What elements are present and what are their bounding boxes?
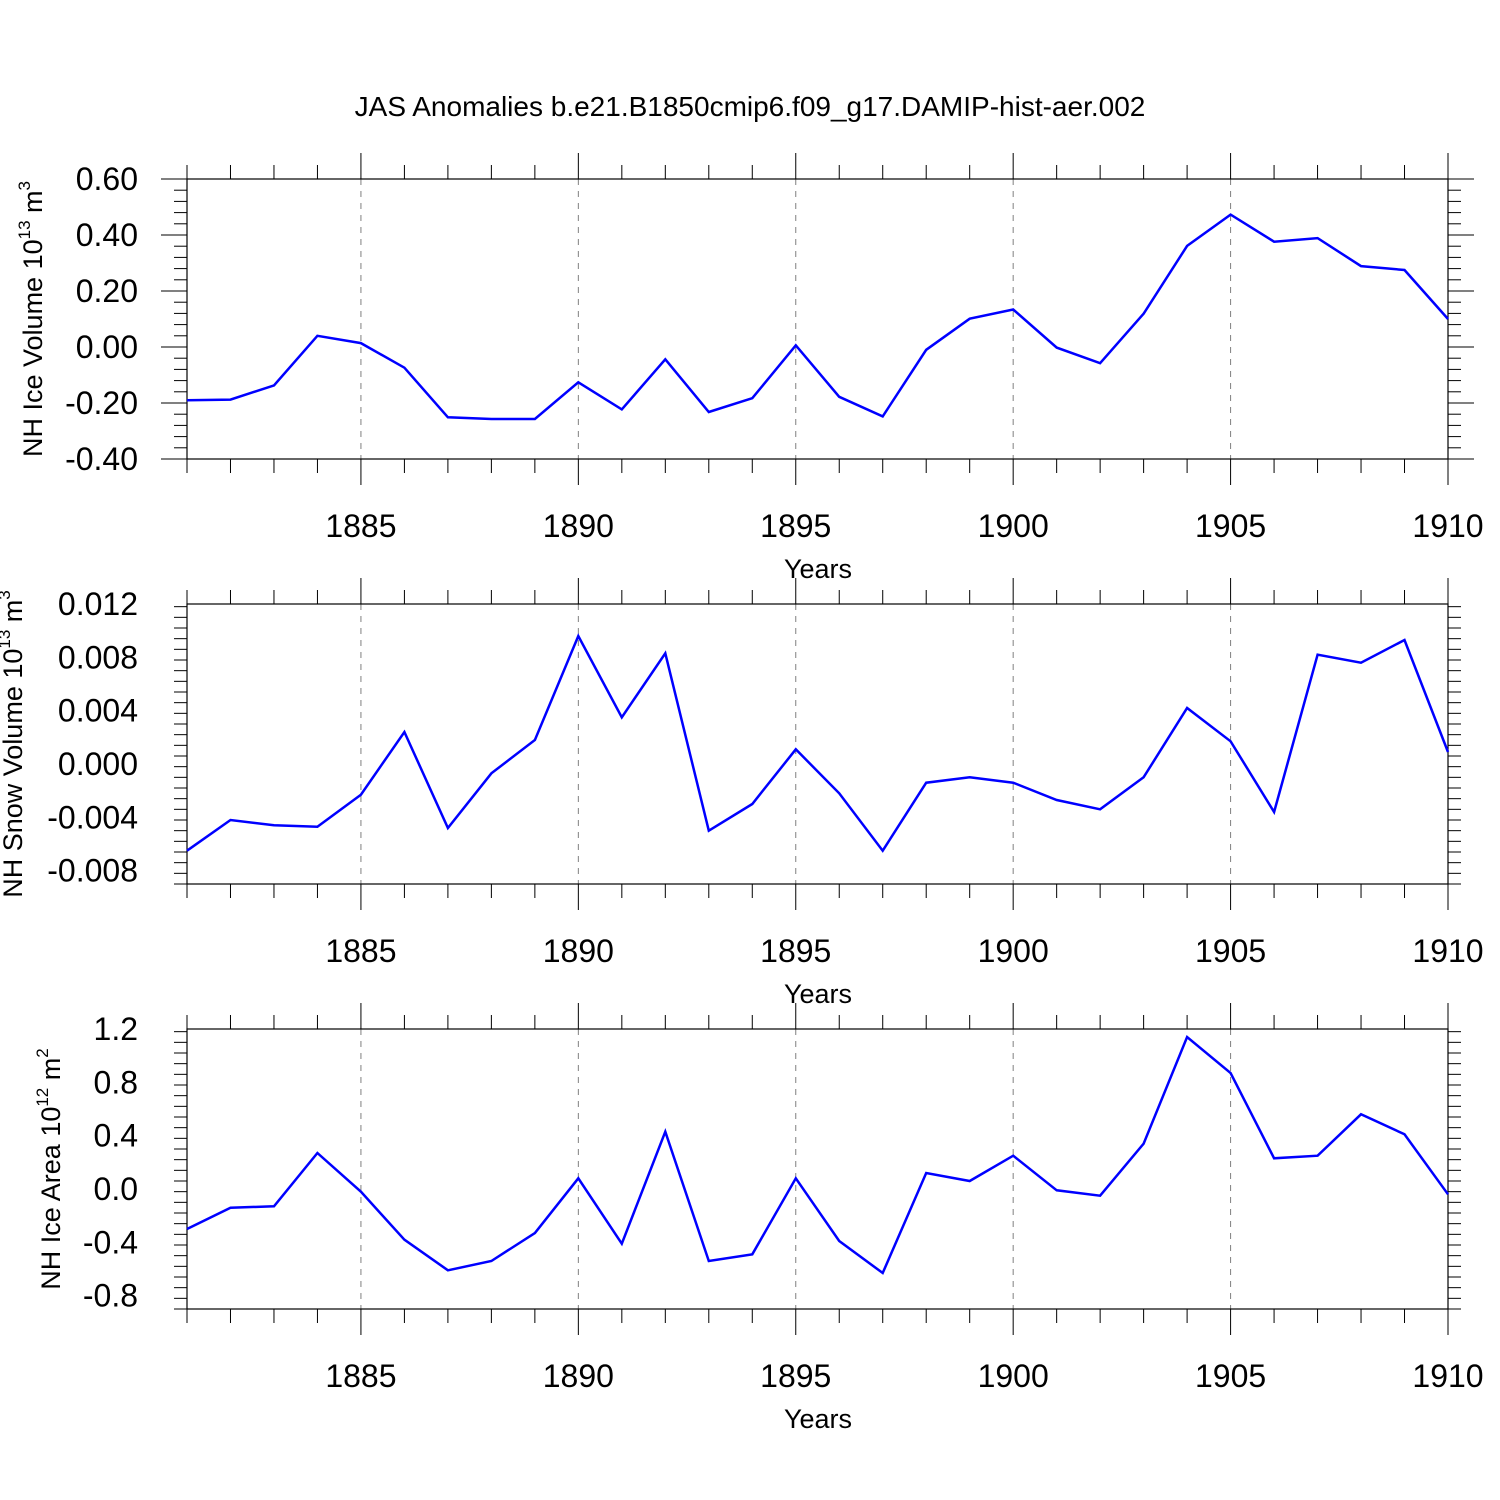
y-tick-label: 0.4 — [94, 1118, 138, 1154]
y-tick-label: -0.20 — [65, 385, 138, 421]
panel-3: -0.8 -0.4 0.0 0.4 0.8 1.2 1885 1890 1895 1900 1905… — [33, 1003, 1484, 1434]
x-tick-label: 1890 — [543, 933, 614, 969]
series-line — [186, 633, 1450, 853]
y-axis-label-unit: m — [0, 600, 28, 630]
y-tick-label: 0.000 — [58, 746, 138, 782]
y-axis-label-exponent: 13 — [15, 220, 34, 239]
y-tick-label: -0.008 — [47, 853, 138, 889]
x-tick-label: 1910 — [1412, 508, 1483, 544]
y-tick-label: 0.008 — [58, 639, 138, 675]
y-axis-label-base: NH Ice Area 10 — [36, 1107, 66, 1290]
y-tick-label: 0.0 — [94, 1171, 138, 1207]
series-line — [186, 1034, 1450, 1275]
x-axis-label: Years — [784, 979, 852, 1009]
y-axis-label: NH Ice Area 1012 m2 — [33, 1048, 66, 1289]
y-axis-label-exponent: 13 — [0, 630, 14, 649]
y-axis-label-unit-exponent: 3 — [0, 590, 14, 599]
y-tick-label: 0.20 — [76, 273, 138, 309]
y-axis-label-unit: m — [36, 1058, 66, 1088]
y-tick-label: -0.40 — [65, 441, 138, 477]
y-tick-label: 0.004 — [58, 693, 138, 729]
y-tick-label: 0.40 — [76, 217, 138, 253]
x-tick-label: 1905 — [1195, 508, 1266, 544]
y-tick-label: -0.004 — [47, 799, 138, 835]
y-axis-label-base: NH Snow Volume 10 — [0, 649, 28, 898]
y-tick-label: -0.8 — [83, 1278, 138, 1314]
x-tick-label: 1885 — [325, 508, 396, 544]
plot-frame — [186, 603, 1449, 885]
y-tick-label: 0.012 — [58, 586, 138, 622]
y-axis-label-unit-exponent: 3 — [15, 181, 34, 190]
x-tick-label: 1885 — [325, 933, 396, 969]
x-axis-label: Years — [784, 1404, 852, 1434]
y-axis-label: NH Snow Volume 1013 m3 — [0, 590, 28, 898]
panel-2: -0.008 -0.004 0.000 0.004 0.008 0.012 1885 1890… — [0, 578, 1484, 1009]
x-axis-label: Years — [784, 554, 852, 584]
y-tick-label: 0.8 — [94, 1064, 138, 1100]
x-tick-label: 1910 — [1412, 933, 1483, 969]
plot-frame — [186, 1028, 1449, 1310]
x-tick-label: 1890 — [543, 508, 614, 544]
y-axis-label-unit-exponent: 2 — [33, 1048, 52, 1057]
chart-title: JAS Anomalies b.e21.B1850cmip6.f09_g17.D… — [355, 91, 1146, 122]
x-tick-label: 1895 — [760, 508, 831, 544]
x-tick-label: 1910 — [1412, 1358, 1483, 1394]
y-tick-label: 0.60 — [76, 161, 138, 197]
y-tick-label: 0.00 — [76, 329, 138, 365]
y-tick-label: -0.4 — [83, 1224, 138, 1260]
y-axis-label-exponent: 12 — [33, 1088, 52, 1107]
y-axis-label-base: NH Ice Volume 10 — [18, 239, 48, 457]
y-axis-label: NH Ice Volume 1013 m3 — [15, 181, 48, 457]
x-tick-label: 1885 — [325, 1358, 396, 1394]
plot-frame — [186, 178, 1449, 460]
x-tick-label: 1900 — [978, 508, 1049, 544]
x-tick-label: 1895 — [760, 1358, 831, 1394]
x-tick-label: 1900 — [978, 1358, 1049, 1394]
x-tick-label: 1905 — [1195, 1358, 1266, 1394]
x-tick-label: 1890 — [543, 1358, 614, 1394]
x-tick-label: 1895 — [760, 933, 831, 969]
series-line — [186, 213, 1449, 421]
x-tick-label: 1905 — [1195, 933, 1266, 969]
y-tick-label: 1.2 — [94, 1011, 138, 1047]
x-tick-label: 1900 — [978, 933, 1049, 969]
panel-1: -0.40 -0.20 0.00 0.20 0.40 0.60 1885 1890 1895 19… — [15, 153, 1484, 584]
y-axis-label-unit: m — [18, 190, 48, 220]
